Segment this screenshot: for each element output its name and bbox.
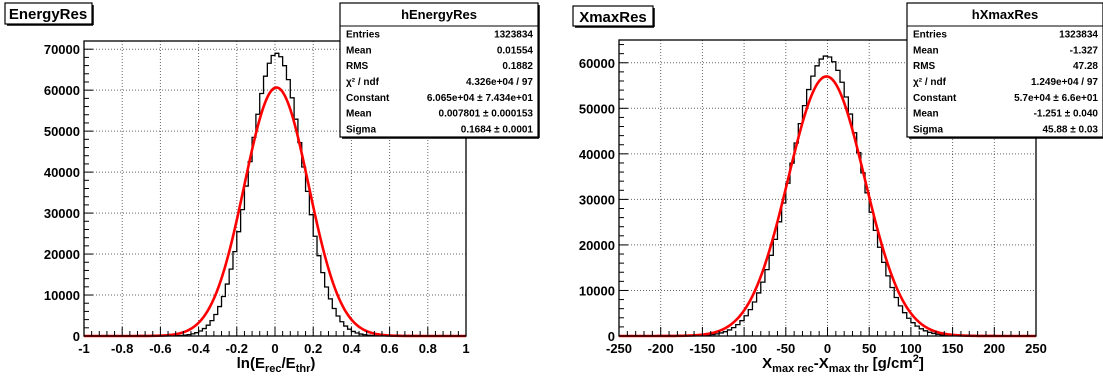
x-tick-label: -0.8 bbox=[111, 341, 133, 356]
y-tick-label: 40000 bbox=[44, 165, 80, 180]
stats-row-value: 1.249e+04 / 97 bbox=[1031, 77, 1098, 88]
stats-row-label: Constant bbox=[913, 93, 957, 104]
x-tick-label: -200 bbox=[648, 341, 674, 356]
y-tick-label: 60000 bbox=[579, 56, 615, 71]
x-axis-title-part: ] bbox=[919, 355, 924, 372]
x-tick-label: 0.4 bbox=[342, 341, 361, 356]
y-tick-label: 50000 bbox=[44, 124, 80, 139]
stats-row-label: χ² / ndf bbox=[346, 77, 380, 88]
stats-row-value: -1.327 bbox=[1070, 45, 1099, 56]
x-tick-label: -1 bbox=[78, 341, 90, 356]
y-tick-label: 20000 bbox=[579, 238, 615, 253]
x-tick-label: -100 bbox=[731, 341, 757, 356]
x-tick-label: -150 bbox=[689, 341, 715, 356]
xmax-resolution-chart: -250 -200 -150 -100 -50 0 50 100 150 200 250 0 10000… bbox=[572, 2, 1103, 375]
stats-row-value: 1323834 bbox=[1059, 29, 1098, 40]
stats-row-label: Sigma bbox=[913, 125, 943, 136]
stats-box bbox=[906, 2, 1103, 138]
stats-row-label: Mean bbox=[346, 109, 372, 120]
y-tick-label: 10000 bbox=[44, 288, 80, 303]
x-tick-label: 200 bbox=[983, 341, 1005, 356]
stats-row-value: 0.1882 bbox=[502, 61, 533, 72]
stats-row-value: 5.7e+04 ± 6.6e+01 bbox=[1014, 93, 1098, 104]
x-axis-title-part: max thr bbox=[829, 363, 869, 375]
x-tick-label: 100 bbox=[900, 341, 922, 356]
energy-resolution-chart: -1 -0.8 -0.6 -0.4 -0.2 0 0.2 0.4 0.6 0.8 1 0 10000 20… bbox=[4, 2, 540, 375]
x-axis-title-part: rec bbox=[265, 363, 282, 375]
y-tick-label: 30000 bbox=[579, 192, 615, 207]
stats-row-value: 0.1684 ± 0.0001 bbox=[461, 125, 534, 136]
y-tick-label: 0 bbox=[608, 329, 615, 344]
x-tick-label: 0.8 bbox=[419, 341, 437, 356]
y-tick-label: 10000 bbox=[579, 283, 615, 298]
stats-row-value: 6.065e+04 ± 7.434e+01 bbox=[427, 93, 534, 104]
stats-row-value: -1.251 ± 0.040 bbox=[1034, 109, 1099, 120]
x-axis-title-part: -X bbox=[814, 355, 829, 372]
x-axis-title: ln(Erec/Ethr) bbox=[237, 355, 316, 375]
x-tick-label: 0.2 bbox=[304, 341, 322, 356]
stats-row-value: 45.88 ± 0.03 bbox=[1042, 125, 1098, 136]
x-tick-label: -50 bbox=[776, 341, 795, 356]
x-tick-label: 0 bbox=[824, 341, 831, 356]
x-tick-label: 250 bbox=[1025, 341, 1047, 356]
stats-row-value: 0.007801 ± 0.000153 bbox=[439, 109, 534, 120]
x-tick-label: 0 bbox=[271, 341, 278, 356]
x-axis-title: Xmax rec-Xmax thr [g/cm2] bbox=[762, 353, 924, 375]
stats-row-value: 1323834 bbox=[494, 29, 533, 40]
x-tick-label: 150 bbox=[942, 341, 964, 356]
histogram-title-box bbox=[572, 5, 654, 27]
stats-row-label: RMS bbox=[913, 61, 936, 72]
stats-row-label: RMS bbox=[346, 61, 369, 72]
y-tick-label: 70000 bbox=[44, 42, 80, 57]
x-tick-label: -0.6 bbox=[149, 341, 171, 356]
histogram-title-box bbox=[4, 2, 93, 25]
stats-row-label: Entries bbox=[346, 29, 380, 40]
stats-box bbox=[339, 2, 539, 138]
stats-row-label: Sigma bbox=[346, 125, 376, 136]
x-axis-title-part: 2 bbox=[913, 353, 919, 365]
y-tick-label: 0 bbox=[73, 329, 80, 344]
x-axis-title-part: X bbox=[762, 355, 772, 372]
stats-box-title: hXmaxRes bbox=[972, 7, 1038, 22]
x-axis-title-part: ln(E bbox=[237, 355, 265, 372]
stats-row-value: 47.28 bbox=[1073, 61, 1098, 72]
histogram-title: XmaxRes bbox=[579, 9, 647, 26]
stats-row-value: 4.326e+04 / 97 bbox=[466, 77, 533, 88]
y-tick-label: 40000 bbox=[579, 147, 615, 162]
y-tick-label: 50000 bbox=[579, 101, 615, 116]
y-tick-label: 30000 bbox=[44, 206, 80, 221]
x-axis-title-part: [g/cm bbox=[869, 355, 913, 372]
stats-row-label: Mean bbox=[913, 45, 939, 56]
x-axis-title-part: ) bbox=[310, 355, 315, 372]
histogram-title: EnergyRes bbox=[9, 6, 87, 23]
stats-row-label: Mean bbox=[913, 109, 939, 120]
stats-row-label: Mean bbox=[346, 45, 372, 56]
x-axis-title-part: thr bbox=[296, 363, 311, 375]
x-tick-label: -0.2 bbox=[226, 341, 248, 356]
x-tick-label: 50 bbox=[862, 341, 876, 356]
stats-row-value: 0.01554 bbox=[497, 45, 534, 56]
stats-row-label: Entries bbox=[913, 29, 947, 40]
x-tick-label: -0.4 bbox=[187, 341, 210, 356]
stats-row-label: Constant bbox=[346, 93, 390, 104]
x-axis-title-part: max rec bbox=[772, 363, 814, 375]
stats-row-label: χ² / ndf bbox=[913, 77, 947, 88]
x-axis-title-part: /E bbox=[282, 355, 296, 372]
x-tick-label: 0.6 bbox=[381, 341, 399, 356]
x-tick-label: 1 bbox=[462, 341, 469, 356]
y-tick-label: 20000 bbox=[44, 247, 80, 262]
y-tick-label: 60000 bbox=[44, 83, 80, 98]
stats-box-title: hEnergyRes bbox=[401, 7, 477, 22]
x-tick-label: -250 bbox=[606, 341, 632, 356]
